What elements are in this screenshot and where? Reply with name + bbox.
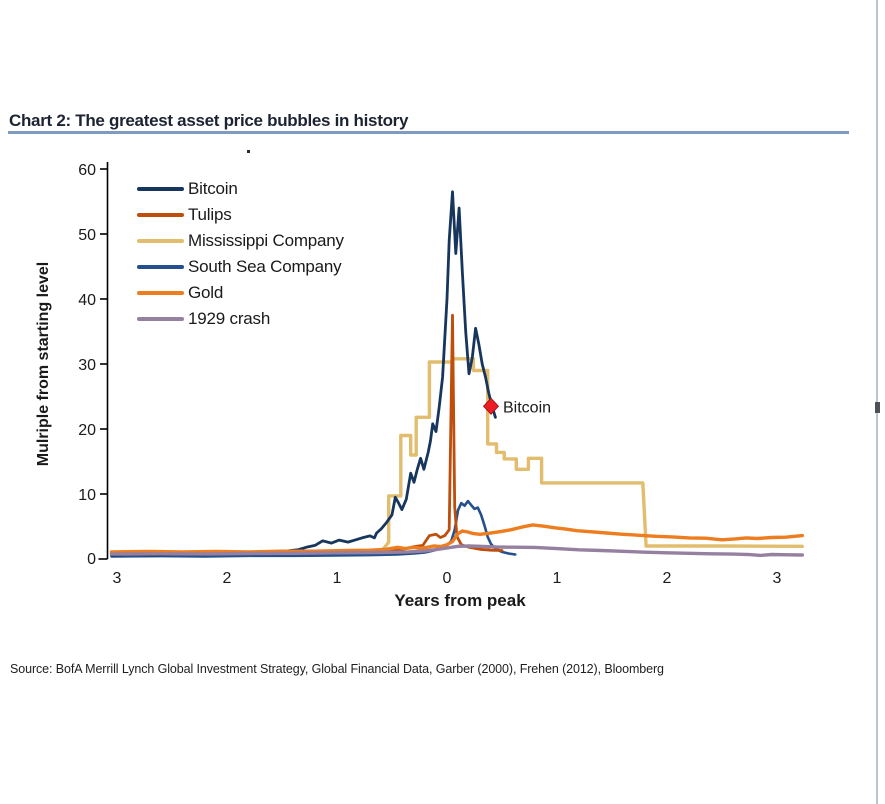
diamond-marker-icon xyxy=(482,397,500,415)
legend-item-south-sea-company: South Sea Company xyxy=(137,254,344,280)
y-tick: 20 xyxy=(78,422,96,439)
legend-label: 1929 crash xyxy=(188,309,271,328)
title-underline-rule xyxy=(8,131,849,134)
scrollbar-thumb[interactable] xyxy=(875,402,880,413)
x-tick: 2 xyxy=(663,570,672,587)
bitcoin-annotation: Bitcoin xyxy=(482,397,551,416)
legend: Bitcoin Tulips Mississippi Company South… xyxy=(137,176,344,332)
legend-item-bitcoin: Bitcoin xyxy=(137,176,344,202)
legend-swatch-mississippi-company xyxy=(137,239,184,243)
legend-item-gold: Gold xyxy=(137,280,344,306)
y-tick: 0 xyxy=(87,551,96,568)
series-line-gold xyxy=(109,523,804,554)
x-tick-labels: 3 2 1 0 1 2 3 xyxy=(113,570,782,587)
y-tick: 40 xyxy=(78,292,96,309)
legend-swatch-gold xyxy=(137,291,184,295)
legend-label: Tulips xyxy=(188,205,232,224)
legend-label: Bitcoin xyxy=(188,179,238,198)
legend-label: Gold xyxy=(188,283,224,302)
y-axis-title: Mulriple from starting level xyxy=(35,262,52,466)
legend-swatch-south-sea-company xyxy=(137,265,184,269)
chart-title: Chart 2: The greatest asset price bubble… xyxy=(9,111,409,130)
legend-item-1929-crash: 1929 crash xyxy=(137,306,344,332)
legend-label: Mississippi Company xyxy=(188,231,344,250)
plot-series xyxy=(109,190,804,558)
source-text: Source: BofA Merrill Lynch Global Invest… xyxy=(10,662,664,676)
legend-swatch-tulips xyxy=(137,213,184,217)
legend-swatch-1929-crash xyxy=(137,317,184,321)
legend-item-tulips: Tulips xyxy=(137,202,344,228)
x-tick: 3 xyxy=(773,570,782,587)
y-tick: 10 xyxy=(78,487,96,504)
y-tick: 30 xyxy=(78,357,96,374)
x-tick: 3 xyxy=(113,570,122,587)
legend-swatch-bitcoin xyxy=(137,187,184,191)
x-tick: 1 xyxy=(553,570,562,587)
x-axis-title: Years from peak xyxy=(394,591,526,610)
series-line-1929-crash xyxy=(109,544,804,558)
x-tick: 2 xyxy=(223,570,232,587)
y-tick: 60 xyxy=(78,162,96,179)
annotation-label: Bitcoin xyxy=(503,399,551,416)
y-axis xyxy=(98,162,109,560)
y-tick: 50 xyxy=(78,227,96,244)
x-tick: 1 xyxy=(333,570,342,587)
x-tick: 0 xyxy=(443,570,452,587)
y-tick-labels: 60 50 40 30 20 10 0 xyxy=(78,162,96,568)
stray-dot-artifact xyxy=(247,150,250,153)
legend-label: South Sea Company xyxy=(188,257,342,276)
legend-item-mississippi-company: Mississippi Company xyxy=(137,228,344,254)
